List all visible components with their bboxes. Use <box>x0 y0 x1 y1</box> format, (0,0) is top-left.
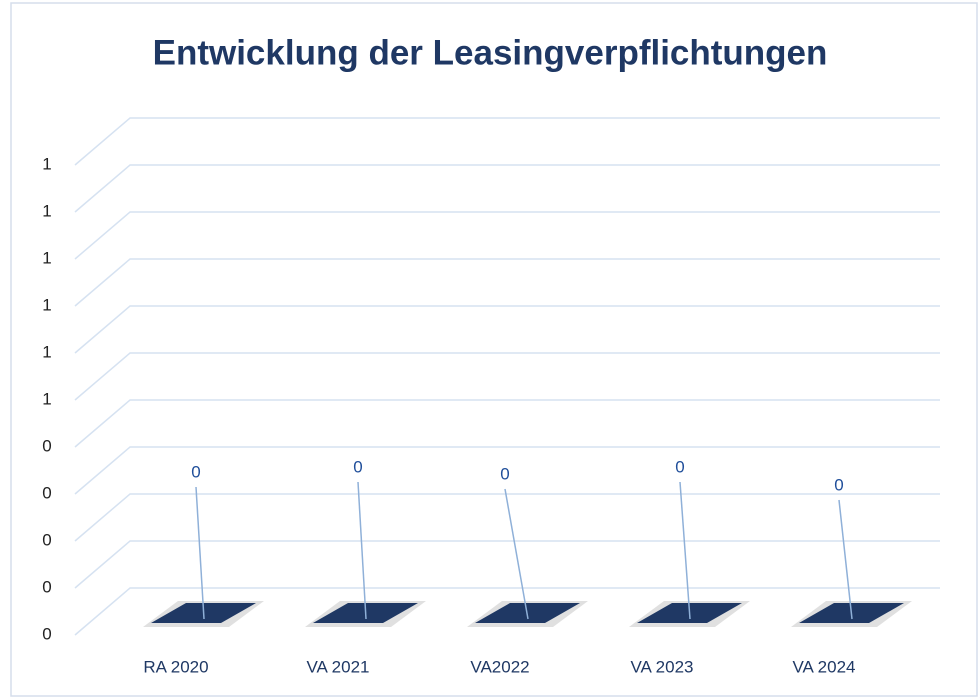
y-tick-label: 1 <box>42 154 51 173</box>
leader-line <box>195 486 205 620</box>
leader-line <box>357 481 367 620</box>
data-label: 0 <box>675 457 684 476</box>
y-tick-label: 1 <box>42 389 51 408</box>
leader-line <box>838 499 853 620</box>
grid-line <box>74 587 940 636</box>
data-label: 0 <box>834 475 843 494</box>
y-tick-label: 0 <box>42 530 51 549</box>
grid-line <box>74 446 940 495</box>
leader-line <box>504 488 529 620</box>
y-tick-label: 0 <box>42 436 51 455</box>
grid-line <box>74 164 940 213</box>
x-tick-label: VA 2023 <box>630 657 693 676</box>
x-tick-label: VA 2021 <box>306 657 369 676</box>
grid-line <box>74 540 940 589</box>
data-label: 0 <box>191 462 200 481</box>
y-tick-label: 0 <box>42 624 51 643</box>
data-label: 0 <box>500 464 509 483</box>
chart-title: Entwicklung der Leasingverpflichtungen <box>153 33 828 72</box>
grid-line <box>74 258 940 307</box>
leader-line <box>679 481 691 620</box>
x-tick-label: RA 2020 <box>143 657 208 676</box>
grid-line <box>74 117 940 166</box>
data-label: 0 <box>353 457 362 476</box>
grid-line <box>74 493 940 542</box>
y-tick-label: 1 <box>42 342 51 361</box>
y-tick-label: 1 <box>42 295 51 314</box>
x-tick-label: VA2022 <box>470 657 529 676</box>
grid-line <box>74 399 940 448</box>
y-tick-label: 0 <box>42 577 51 596</box>
x-tick-label: VA 2024 <box>792 657 855 676</box>
grid-line <box>74 305 940 354</box>
grid-line <box>74 352 940 401</box>
y-tick-label: 1 <box>42 201 51 220</box>
grid-line <box>74 211 940 260</box>
chart-border <box>10 2 978 697</box>
y-tick-label: 1 <box>42 248 51 267</box>
y-tick-label: 0 <box>42 483 51 502</box>
